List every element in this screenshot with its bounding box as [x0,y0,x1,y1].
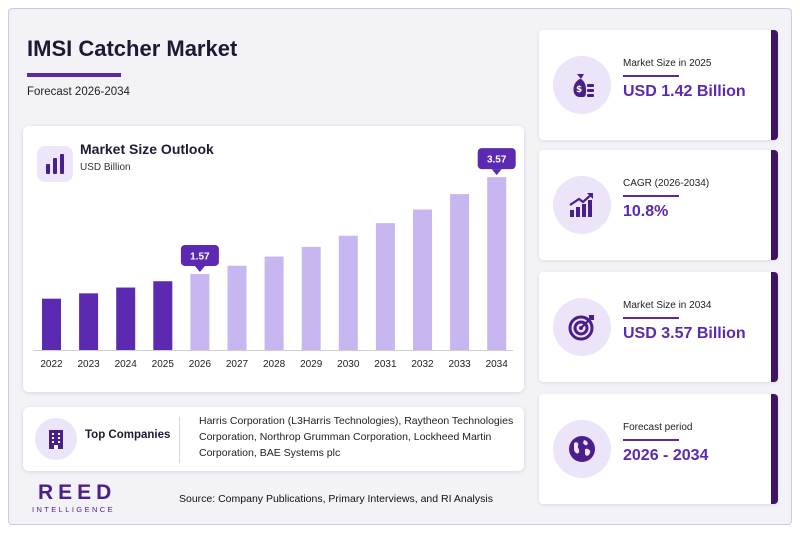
stat-value: USD 3.57 Billion [623,325,746,342]
x-tick-label: 2030 [337,359,360,370]
chart-unit: USD Billion [80,162,131,173]
brand-logo-subtext: INTELLIGENCE [32,505,115,514]
x-tick-label: 2024 [115,359,138,370]
page-subtitle: Forecast 2026-2034 [27,86,130,98]
top-companies-list: Harris Corporation (L3Harris Technologie… [199,415,514,459]
stat-divider [623,75,679,77]
top-companies-card: Top Companies Harris Corporation (L3Harr… [23,407,524,471]
bar-2033 [450,194,470,350]
bar-2025 [153,281,173,350]
callout-label: 3.57 [487,155,507,166]
svg-text:$: $ [576,85,582,95]
stat-label: Forecast period [623,422,693,433]
target-icon [553,298,611,356]
chart-title: Market Size Outlook [80,141,214,157]
x-tick-label: 2033 [448,359,471,370]
x-tick-label: 2025 [152,359,175,370]
stat-card-cagr: CAGR (2026-2034) 10.8% [539,150,778,260]
growth-chart-icon [553,176,611,234]
brand-logo: REED [38,481,117,504]
bar-2024 [116,287,136,350]
bar-2022 [42,298,61,350]
source-note: Source: Company Publications, Primary In… [179,493,493,505]
money-bag-icon: $ [553,56,611,114]
x-tick-label: 2031 [374,359,397,370]
page-title: IMSI Catcher Market [27,36,238,61]
x-tick-label: 2028 [263,359,286,370]
bar-2031 [375,223,395,350]
stat-value: 10.8% [623,203,669,220]
x-tick-label: 2034 [486,359,509,370]
bar-2028 [264,256,284,350]
bar-chart-icon [37,146,73,182]
stat-label: Market Size in 2034 [623,300,712,311]
bar-2032 [413,209,432,350]
globe-icon [553,420,611,478]
stat-divider [623,195,679,197]
title-underline [27,73,121,77]
bar-2034 [487,177,507,350]
stat-label: CAGR (2026-2034) [623,178,710,189]
x-tick-label: 2022 [40,359,63,370]
bar-2023 [79,293,99,350]
callout-2034: 3.57 [477,148,516,176]
x-tick-label: 2026 [189,359,212,370]
bar-2029 [301,246,321,350]
stat-divider [623,317,679,319]
chart-card: Market Size Outlook USD Billion 2022 2023… [23,126,524,392]
x-tick-label: 2027 [226,359,249,370]
callout-label: 1.57 [190,251,210,262]
stat-card-forecast-period: Forecast period 2026 - 2034 [539,394,778,504]
stat-value: USD 1.42 Billion [623,83,746,100]
x-tick-label: 2029 [300,359,323,370]
bar-chart: 2022 2023 2024 2025 2026 2027 2028 2029 2030 2031… [33,148,516,370]
stat-card-market-size-2034: Market Size in 2034 USD 3.57 Billion [539,272,778,382]
stat-value: 2026 - 2034 [623,447,709,464]
divider [179,417,180,463]
x-tick-label: 2032 [411,359,434,370]
callout-2026: 1.57 [180,244,219,272]
building-icon [35,418,77,460]
bar-2027 [227,265,247,350]
bar-2030 [338,235,358,350]
stat-card-market-size-2025: $ Market Size in 2025 USD 1.42 Billion [539,30,778,140]
top-companies-title: Top Companies [85,429,171,441]
stat-divider [623,439,679,441]
bar-2026 [190,273,210,350]
x-tick-label: 2023 [77,359,100,370]
stat-label: Market Size in 2025 [623,58,712,69]
